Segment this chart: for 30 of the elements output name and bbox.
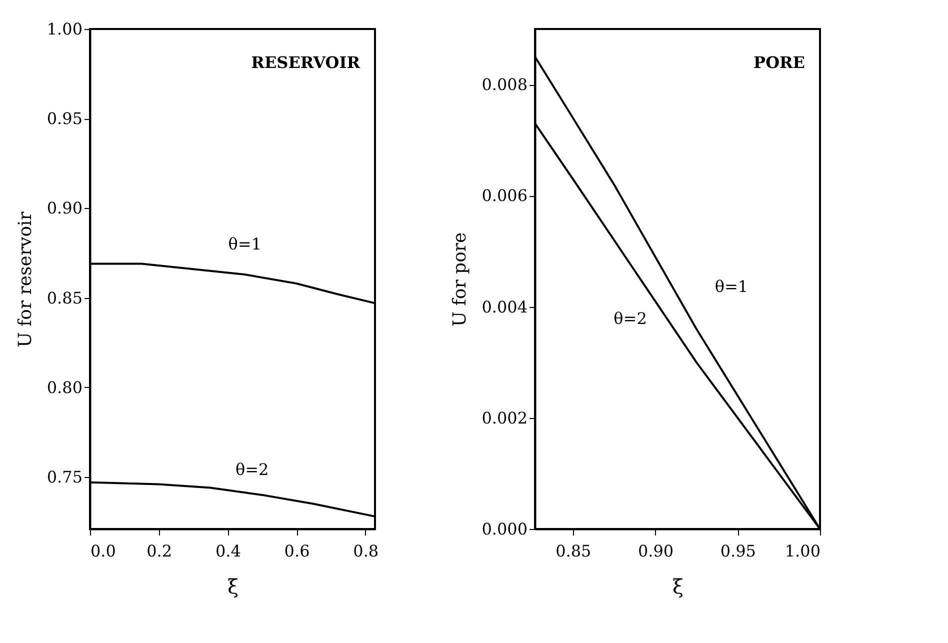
x-tick-label: 0.8: [353, 542, 379, 560]
series-label: θ=2: [235, 460, 269, 479]
x-tick-label: 0.4: [215, 542, 241, 560]
y-tick-label: 0.008: [482, 75, 528, 94]
x-tick-label: 0.2: [146, 542, 172, 560]
annotation: RESERVOIR: [251, 53, 361, 72]
x-tick-label: 0.85: [556, 542, 592, 560]
y-tick-label: 0.75: [46, 468, 82, 487]
x-tick-label: 1.00: [784, 542, 820, 560]
y-tick-label: 0.95: [46, 109, 82, 128]
y-tick-label: 0.85: [46, 288, 82, 308]
x-tick-label: 0.0: [90, 542, 116, 560]
y-tick-label: 0.90: [46, 198, 82, 218]
series-label: θ=2: [614, 309, 647, 328]
y-tick-label: 0.80: [46, 378, 82, 397]
x-tick-label: 0.95: [720, 542, 756, 560]
annotation: PORE: [754, 53, 805, 72]
y-tick-label: 0.006: [482, 186, 528, 206]
x-tick-label: 0.6: [284, 542, 310, 560]
x-tick-label: 0.90: [638, 542, 674, 560]
x-axis-title: ξ: [227, 574, 239, 598]
y-tick-label: 0.004: [482, 297, 528, 316]
x-axis-title: ξ: [672, 574, 684, 598]
y-tick-label: 0.000: [482, 520, 528, 538]
y-axis-title: U for pore: [450, 232, 471, 327]
series-label: θ=1: [228, 234, 262, 254]
y-axis-title: U for reservoir: [14, 211, 36, 348]
text: θ=1: [714, 277, 748, 296]
y-tick-label: 0.002: [482, 408, 528, 428]
y-tick-label: 1.00: [46, 20, 82, 38]
